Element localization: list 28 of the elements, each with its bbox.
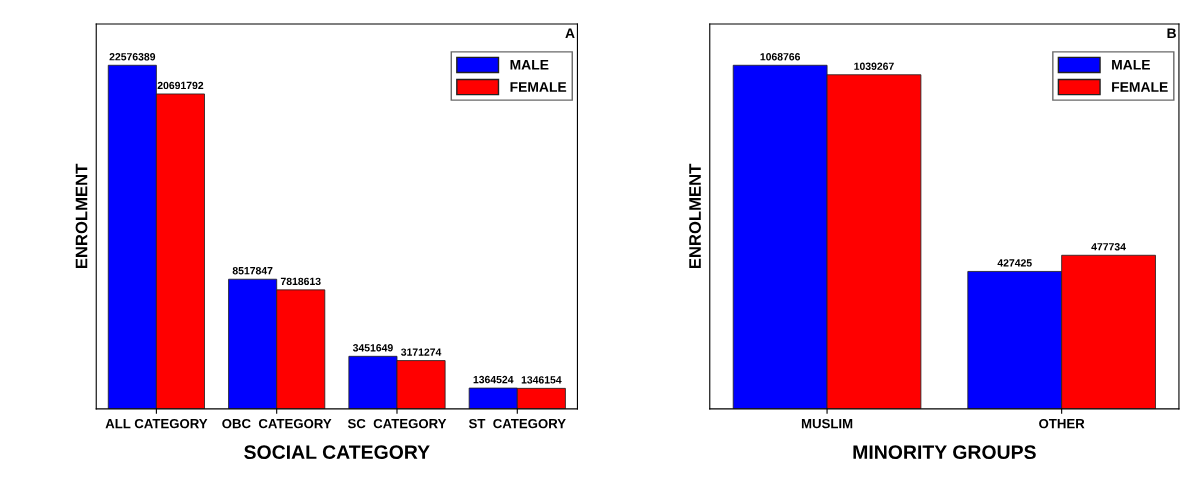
- x-axis-title: MINORITY GROUPS: [853, 445, 1036, 460]
- data-label: 1068766: [760, 53, 801, 61]
- legend-label: MALE: [1112, 60, 1150, 70]
- y-axis-title: ENROLMENT: [75, 163, 88, 269]
- data-label: 477734: [1091, 243, 1126, 251]
- data-label: 3451649: [352, 344, 393, 352]
- data-label: 8517847: [232, 267, 273, 275]
- x-tick-label: ALL CATEGORY: [105, 418, 208, 429]
- data-label: 3171274: [401, 348, 442, 356]
- y-axis-title: ENROLMENT: [689, 163, 701, 269]
- x-axis-title: SOCIAL CATEGORY: [244, 445, 430, 460]
- data-label: 1039267: [854, 62, 894, 70]
- data-label: 1364524: [473, 375, 514, 384]
- x-tick-label: OBC CATEGORY: [222, 418, 332, 429]
- x-tick-label: OTHER: [1039, 418, 1085, 429]
- x-tick-label: SC CATEGORY: [347, 418, 447, 429]
- x-tick-label: ST CATEGORY: [468, 418, 566, 429]
- data-label: 20691792: [157, 81, 204, 90]
- text: A: [565, 28, 575, 38]
- data-label: 1346154: [521, 376, 562, 384]
- legend-label: FEMALE: [510, 82, 567, 92]
- data-label: 7818613: [280, 277, 321, 286]
- x-tick-label: MUSLIM: [801, 418, 853, 429]
- data-label: 427425: [997, 259, 1032, 267]
- legend-label: MALE: [510, 60, 549, 70]
- legend-label: FEMALE: [1112, 82, 1168, 92]
- data-label: 22576389: [109, 53, 156, 61]
- text: B: [1167, 28, 1176, 38]
